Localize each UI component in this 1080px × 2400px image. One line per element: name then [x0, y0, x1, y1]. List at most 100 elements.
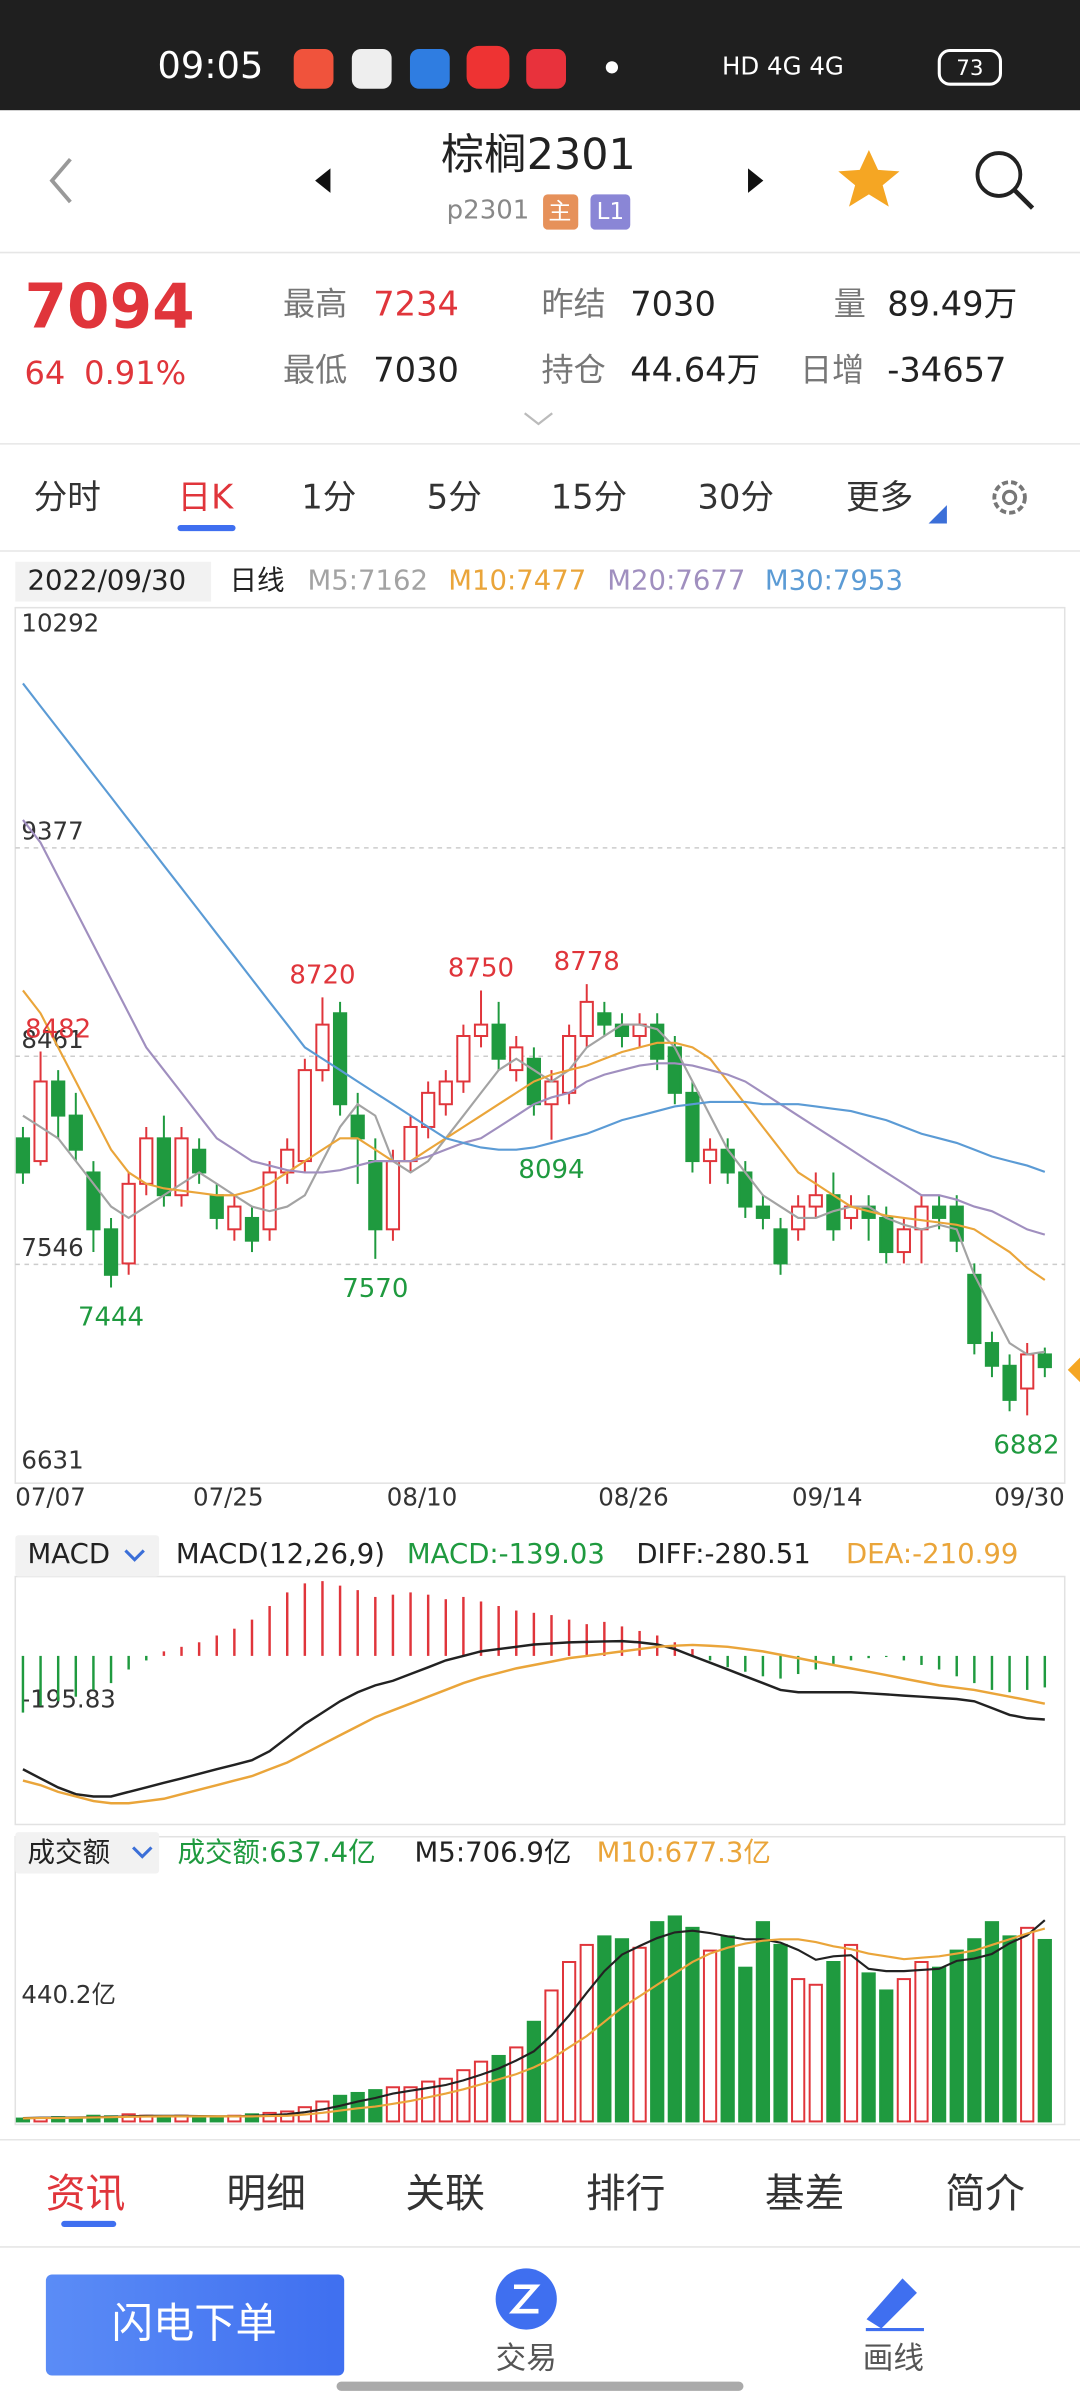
favorite-star[interactable] — [838, 150, 900, 207]
period-label: 日线 — [229, 565, 284, 597]
period-tab[interactable]: 1分 — [301, 477, 356, 516]
line — [22, 1639, 1045, 1798]
candle-body — [103, 1228, 119, 1276]
low-label: 7570 — [342, 1274, 408, 1304]
nav-label[interactable]: 交易 — [496, 2342, 557, 2377]
price-change: 64 — [24, 354, 65, 392]
candle-body — [262, 1171, 277, 1231]
volume-bar — [650, 1921, 665, 2123]
badge-text: 主 — [548, 199, 571, 225]
bottom-tab[interactable]: 资讯 — [46, 2171, 126, 2217]
y-tick-label: -195.83 — [21, 1684, 115, 1713]
line — [22, 682, 1046, 1173]
candle-body — [931, 1205, 947, 1219]
status-time: 09:05 — [158, 44, 264, 87]
candle-body — [385, 1160, 401, 1231]
candle-body — [1002, 1364, 1017, 1401]
volume-bar — [667, 1915, 682, 2123]
candle-body — [350, 1114, 365, 1140]
candle-body — [192, 1148, 207, 1174]
volume-bar — [438, 2077, 453, 2123]
period-tab[interactable]: 日K — [177, 477, 234, 516]
x-tick-label: 07/25 — [193, 1482, 263, 1511]
field-label: 昨结 — [542, 285, 606, 323]
badge — [543, 194, 579, 230]
candle-body — [403, 1125, 418, 1163]
candle-body — [315, 1023, 330, 1072]
volume-frame — [14, 1835, 1066, 2126]
low-label: 6882 — [993, 1430, 1059, 1460]
candle-body — [473, 1023, 489, 1037]
y-tick-label: 440.2亿 — [21, 1980, 116, 2009]
draw-icon[interactable] — [865, 2278, 924, 2332]
volume-bar — [68, 2117, 83, 2123]
volume-bar — [949, 1949, 964, 2123]
next-button[interactable] — [748, 168, 764, 193]
x-tick-label: 08/10 — [387, 1482, 457, 1511]
expand-arrow[interactable] — [523, 412, 553, 426]
bottom-tab[interactable]: 排行 — [586, 2171, 666, 2217]
indicator-selector[interactable] — [15, 1535, 160, 1577]
bottom-tab[interactable]: 关联 — [405, 2171, 485, 2217]
tab-underline — [177, 525, 236, 532]
candle-body — [1020, 1353, 1035, 1390]
field-value: 7030 — [630, 285, 716, 324]
bottom-tab[interactable]: 基差 — [765, 2171, 845, 2217]
volume-bar — [879, 1989, 894, 2123]
back-button[interactable] — [49, 157, 72, 204]
volume-bar — [597, 1935, 612, 2123]
high-label: 8482 — [25, 1015, 91, 1045]
line — [22, 1643, 1046, 1805]
search-button[interactable] — [975, 151, 1023, 198]
app-icon — [526, 48, 567, 89]
contract-code: p2301 — [447, 196, 530, 226]
field-label: 日增 — [800, 351, 864, 389]
indicator-selector[interactable] — [15, 1832, 160, 1874]
candle-body — [368, 1160, 383, 1231]
settings-button[interactable] — [992, 480, 1027, 515]
volume-bar — [738, 1966, 753, 2123]
app-icon — [409, 48, 450, 89]
field-value: 44.64万 — [630, 350, 760, 389]
quick-order-label: 闪电下单 — [112, 2300, 277, 2348]
home-indicator — [336, 2381, 744, 2391]
y-tick-label: 10292 — [21, 608, 99, 637]
y-tick-label: 8461 — [21, 1025, 83, 1054]
volume-bar — [1020, 1926, 1035, 2123]
contract-title: 棕榈2301 — [441, 130, 636, 180]
x-tick-label: 07/07 — [15, 1482, 85, 1511]
volume-bar — [403, 2086, 418, 2123]
candle-body — [914, 1205, 929, 1231]
dropdown-arrow — [132, 1846, 153, 1859]
battery-level: 73 — [956, 56, 983, 81]
quick-order-button[interactable] — [45, 2274, 345, 2376]
candle-body — [755, 1205, 771, 1219]
period-tab[interactable]: 5分 — [427, 477, 482, 516]
period-tab[interactable]: 30分 — [698, 477, 774, 516]
volume-bar — [773, 1943, 788, 2123]
candle-body — [808, 1194, 823, 1208]
volume-bar — [473, 2060, 489, 2123]
volume-bar — [332, 2094, 348, 2123]
period-tab[interactable]: 分时 — [34, 477, 101, 516]
bottom-tab[interactable]: 简介 — [945, 2171, 1025, 2217]
field-label: 最低 — [283, 351, 347, 389]
macd-frame — [14, 1575, 1066, 1826]
prev-button[interactable] — [315, 168, 331, 193]
period-tab[interactable]: 更多 — [846, 477, 913, 516]
bottom-tab[interactable]: 明细 — [226, 2171, 306, 2217]
candle-body — [86, 1171, 101, 1231]
low-label: 8094 — [518, 1155, 584, 1185]
volume-bar — [456, 2069, 471, 2123]
candle-body — [121, 1182, 136, 1265]
field-label: 最高 — [283, 285, 347, 323]
nav-label[interactable]: 画线 — [863, 2342, 924, 2377]
period-tab[interactable]: 15分 — [551, 477, 627, 516]
badge-text: L1 — [597, 199, 624, 225]
candle-body — [227, 1205, 242, 1231]
candle-body — [544, 1080, 559, 1106]
candle-body — [896, 1228, 911, 1254]
high-label: 8720 — [289, 960, 355, 990]
